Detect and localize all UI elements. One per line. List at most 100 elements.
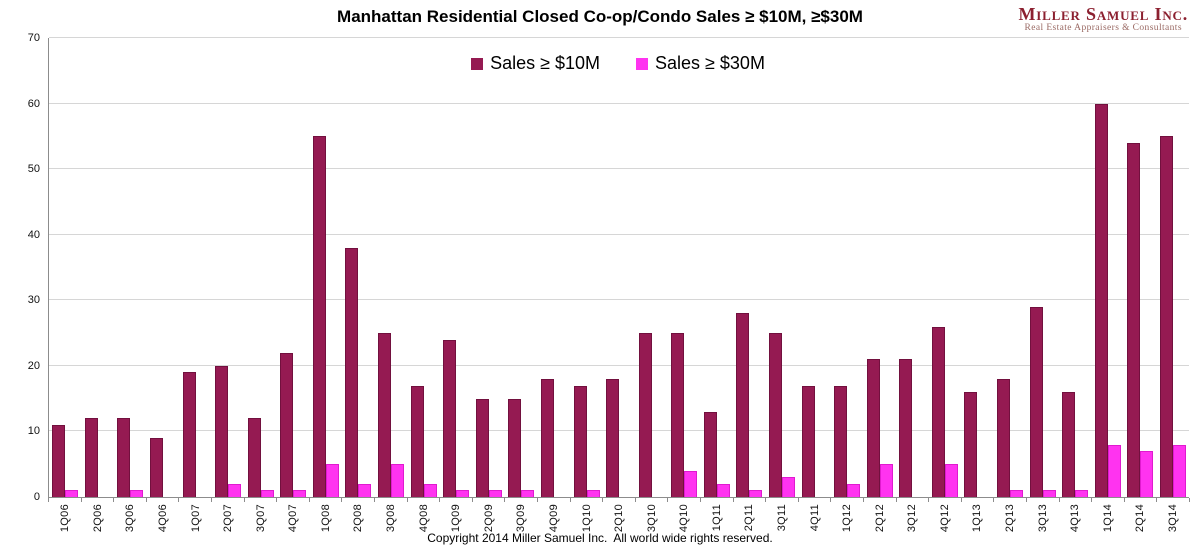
bar-group: 1Q09 xyxy=(440,38,473,532)
bar-sales-10m xyxy=(801,385,815,497)
x-tick xyxy=(960,498,962,502)
x-axis-label: 4Q08 xyxy=(417,504,430,533)
x-axis-label: 4Q10 xyxy=(678,504,691,533)
bar-group: 2Q09 xyxy=(473,38,506,532)
bar-sales-10m xyxy=(1159,136,1173,497)
bar-sales-10m xyxy=(247,418,261,497)
bar-sales-10m xyxy=(671,333,685,497)
x-axis-label: 4Q06 xyxy=(157,504,170,533)
legend-swatch-10m xyxy=(471,57,484,70)
bar-group: 2Q12 xyxy=(863,38,896,532)
bar-sales-30m xyxy=(423,483,437,497)
bar-sales-10m xyxy=(52,424,66,497)
x-tick xyxy=(569,498,571,502)
x-axis-label: 4Q13 xyxy=(1069,504,1082,533)
y-axis-label: 0 xyxy=(33,491,40,503)
bar-group: 1Q07 xyxy=(179,38,212,532)
x-tick xyxy=(602,498,604,502)
gridline xyxy=(49,168,1189,170)
x-axis-label: 1Q07 xyxy=(189,504,202,533)
x-axis-label: 4Q09 xyxy=(547,504,560,533)
x-tick xyxy=(113,498,115,502)
x-tick xyxy=(993,498,995,502)
bar-sales-30m xyxy=(586,490,600,497)
bar-sales-30m xyxy=(782,477,795,497)
bar-sales-30m xyxy=(130,490,144,497)
x-axis-label: 2Q06 xyxy=(91,504,104,533)
bar-sales-10m xyxy=(638,333,652,497)
y-axis-label: 70 xyxy=(27,32,40,44)
x-axis-label: 3Q08 xyxy=(385,504,398,533)
bar-group: 2Q08 xyxy=(342,38,375,532)
bar-group: 3Q14 xyxy=(1157,38,1190,532)
gridline xyxy=(49,102,1189,104)
bar-sales-30m xyxy=(749,490,763,497)
bar-sales-10m xyxy=(540,378,554,497)
x-axis-label: 3Q07 xyxy=(254,504,267,533)
bar-sales-10m xyxy=(280,352,294,497)
legend-label: Sales ≥ $10M xyxy=(490,53,600,73)
x-tick xyxy=(863,498,864,502)
x-tick xyxy=(373,498,375,502)
bar-group: 4Q06 xyxy=(147,38,180,532)
bar-group: 1Q13 xyxy=(961,38,994,532)
bar-sales-30m xyxy=(260,490,274,497)
bar-sales-30m xyxy=(358,483,372,497)
bar-sales-10m xyxy=(866,359,880,497)
bar-sales-10m xyxy=(931,326,945,497)
x-tick xyxy=(276,498,278,502)
bar-group: 4Q12 xyxy=(929,38,962,532)
bar-sales-10m xyxy=(997,378,1011,497)
x-axis-label: 4Q07 xyxy=(287,504,300,533)
x-axis-label: 3Q10 xyxy=(645,504,658,533)
bar-sales-30m xyxy=(1172,444,1186,497)
x-axis-label: 2Q07 xyxy=(222,504,235,533)
bar-group: 3Q09 xyxy=(505,38,538,532)
x-tick xyxy=(80,498,82,502)
x-axis-label: 1Q09 xyxy=(450,504,463,533)
bar-group: 2Q11 xyxy=(733,38,766,531)
bar-sales-10m xyxy=(1029,306,1043,497)
x-tick xyxy=(1156,498,1158,502)
x-tick xyxy=(732,498,734,502)
bar-sales-10m xyxy=(345,247,359,497)
legend-item: Sales ≥ $10M xyxy=(471,53,600,74)
gridline xyxy=(49,299,1189,301)
x-tick xyxy=(471,498,473,502)
bar-sales-10m xyxy=(475,398,489,497)
bar-sales-10m xyxy=(182,372,196,497)
gridline xyxy=(49,233,1189,235)
bar-group: 4Q07 xyxy=(277,38,310,532)
bar-group: 3Q07 xyxy=(244,38,277,532)
x-axis-label: 3Q14 xyxy=(1166,504,1179,533)
x-axis-label: 1Q10 xyxy=(580,504,593,533)
bar-sales-30m xyxy=(1140,451,1154,497)
x-tick xyxy=(1189,498,1190,502)
bar-group: 1Q06 xyxy=(49,38,82,532)
bar-group: 4Q13 xyxy=(1059,38,1092,532)
bar-sales-10m xyxy=(1094,103,1108,497)
bar-sales-30m xyxy=(391,464,405,497)
x-axis-label: 3Q11 xyxy=(776,504,788,532)
x-tick xyxy=(1058,498,1060,502)
y-axis-label: 50 xyxy=(27,163,40,176)
bar-sales-10m xyxy=(769,333,782,497)
bar-sales-10m xyxy=(84,418,98,497)
bar-sales-30m xyxy=(847,483,861,497)
bar-sales-30m xyxy=(325,464,339,497)
bar-group: 2Q07 xyxy=(212,38,245,532)
bar-sales-10m xyxy=(378,333,392,497)
x-axis-label: 1Q13 xyxy=(971,504,984,533)
logo-name: Miller Samuel Inc. xyxy=(1018,4,1188,24)
bar-sales-10m xyxy=(573,385,587,497)
bar-group: 4Q11 xyxy=(798,38,831,531)
x-tick xyxy=(48,498,49,502)
x-tick xyxy=(700,498,701,502)
x-axis-label: 1Q08 xyxy=(319,504,332,533)
x-axis-label: 1Q12 xyxy=(841,504,854,533)
x-axis-label: 1Q11 xyxy=(710,504,723,532)
y-axis-label: 40 xyxy=(27,228,40,241)
chart-legend: Sales ≥ $10M Sales ≥ $30M xyxy=(48,53,1188,74)
bar-sales-30m xyxy=(488,490,502,497)
bar-sales-10m xyxy=(606,378,620,497)
